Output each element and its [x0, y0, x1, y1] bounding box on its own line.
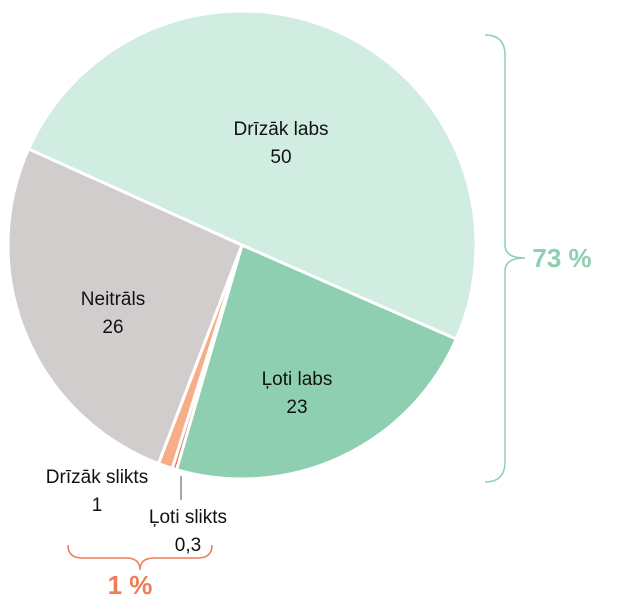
slice [26, 9, 478, 342]
bracket-good [484, 34, 526, 483]
slice [6, 146, 244, 466]
slices [6, 9, 478, 481]
slice-label: Drīzāk slikts [46, 467, 148, 488]
slice [174, 242, 459, 481]
bracket-bad [67, 544, 213, 571]
slice-label: Ļoti slikts [149, 507, 227, 528]
value-label: 23 [286, 397, 307, 418]
annotation: 1 % [108, 570, 153, 599]
value-label: 50 [270, 147, 291, 168]
value-label: 0,3 [175, 535, 201, 556]
slice-label: Neitrāls [81, 289, 145, 310]
value-label: 1 [92, 495, 103, 516]
annotation: 73 % [532, 243, 591, 273]
slice-label: Drīzāk labs [233, 119, 328, 140]
value-label: 26 [102, 317, 123, 338]
slice-label: Ļoti labs [262, 369, 333, 390]
